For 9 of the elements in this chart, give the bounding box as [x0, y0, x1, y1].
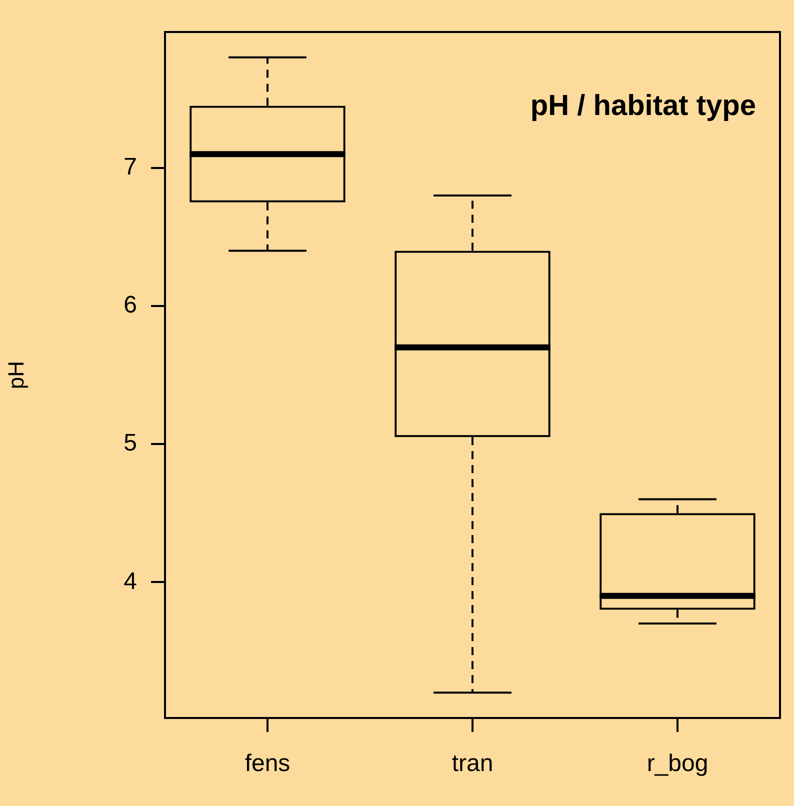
y-axis-title: pH: [3, 360, 28, 390]
x-tick-label: fens: [244, 750, 290, 778]
text: pH / habitat type: [530, 90, 756, 122]
y-tick-label: 4: [124, 568, 137, 595]
y-tick-label: 7: [124, 154, 137, 180]
y-tick-label: 5: [124, 430, 137, 457]
x-tick-label: r_bog: [646, 750, 708, 778]
x-tick-label: tran: [452, 750, 494, 778]
y-tick-label: 6: [124, 292, 137, 319]
